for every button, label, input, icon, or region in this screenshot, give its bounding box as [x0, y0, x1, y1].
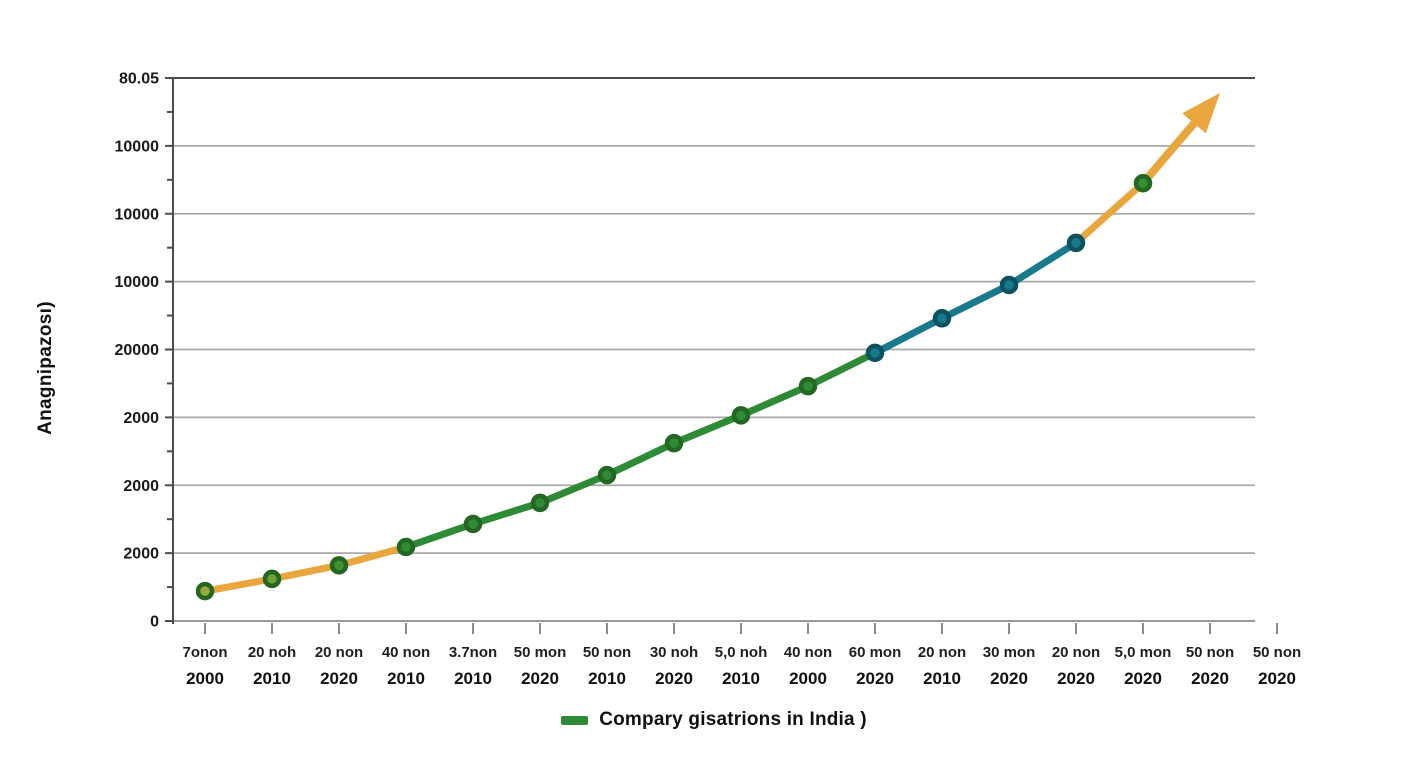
- x-tick-label: 20 noh: [248, 644, 296, 661]
- data-point-marker: [999, 275, 1019, 295]
- series-line-segment: [402, 349, 879, 551]
- x-tick-label: 5,0 noh: [715, 644, 768, 661]
- trend-arrow-head: [1182, 92, 1221, 134]
- x-tick-year-label: 2020: [655, 669, 693, 688]
- x-tick-label: 7onon: [183, 644, 228, 661]
- data-point-marker: [731, 406, 751, 425]
- series-line-segment: [871, 239, 1080, 357]
- x-tick-year-label: 2020: [1191, 669, 1229, 688]
- data-point-marker: [865, 343, 885, 363]
- x-tick-label: 30 noh: [650, 644, 698, 661]
- data-point-marker: [664, 433, 684, 453]
- x-tick-label: 40 non: [382, 644, 430, 661]
- x-tick-label: 20 non: [315, 644, 363, 661]
- legend-swatch-icon: [561, 715, 589, 725]
- x-tick-label: 30 mon: [983, 644, 1036, 661]
- x-tick-year-label: 2010: [923, 669, 961, 688]
- x-tick-label: 50 non: [1253, 644, 1301, 661]
- y-tick-label: 2000: [123, 478, 159, 495]
- data-point-marker: [597, 465, 617, 485]
- x-tick-label: 40 non: [784, 644, 832, 661]
- x-tick-label: 20 non: [1052, 644, 1100, 661]
- data-point-marker: [798, 376, 818, 396]
- data-point-marker: [1066, 233, 1086, 253]
- x-tick-label: 50 non: [1186, 644, 1234, 661]
- y-tick-label: 0: [150, 614, 159, 631]
- x-tick-label: 3.7non: [449, 644, 497, 661]
- data-point-marker: [530, 493, 550, 513]
- y-tick-label: 10000: [115, 274, 160, 291]
- x-tick-year-label: 2010: [722, 669, 760, 688]
- series-line-segment: [1072, 179, 1147, 247]
- y-tick-label: 2000: [123, 546, 159, 563]
- x-tick-year-label: 2010: [454, 669, 492, 688]
- x-tick-label: 20 non: [918, 644, 966, 661]
- data-point-marker: [463, 514, 483, 534]
- x-tick-year-label: 2020: [856, 669, 894, 688]
- x-tick-year-label: 2020: [990, 669, 1028, 688]
- y-tick-label: 80.05: [119, 71, 159, 88]
- x-tick-year-label: 2010: [588, 669, 626, 688]
- x-tick-year-label: 2020: [521, 669, 559, 688]
- trend-arrow-shaft: [1139, 108, 1208, 188]
- x-tick-year-label: 2020: [1124, 669, 1162, 688]
- x-tick-label: 50 non: [583, 644, 631, 661]
- x-tick-year-label: 2010: [253, 669, 291, 688]
- data-point-marker: [262, 569, 282, 589]
- series-line-segment: [201, 543, 410, 595]
- x-tick-label: 50 mon: [514, 644, 567, 661]
- x-tick-year-label: 2020: [320, 669, 358, 688]
- x-tick-year-label: 2010: [387, 669, 425, 688]
- data-point-marker: [195, 581, 215, 601]
- data-point-marker: [329, 556, 349, 575]
- x-tick-year-label: 2020: [1057, 669, 1095, 688]
- legend-label: Compary gisatrions in India ): [599, 709, 867, 730]
- data-point-marker: [1133, 173, 1153, 193]
- data-point-marker: [932, 309, 952, 328]
- y-tick-label: 2000: [123, 410, 159, 427]
- x-tick-year-label: 2000: [186, 669, 224, 688]
- legend: Compary gisatrions in India ): [173, 705, 1255, 735]
- x-tick-label: 5,0 mon: [1115, 644, 1172, 661]
- y-tick-label: 10000: [115, 138, 160, 155]
- y-tick-label: 20000: [115, 342, 160, 359]
- x-tick-label: 60 mon: [849, 644, 902, 661]
- y-tick-label: 10000: [115, 206, 160, 223]
- x-tick-year-label: 2020: [1258, 669, 1296, 688]
- x-tick-year-label: 2000: [789, 669, 827, 688]
- data-point-marker: [396, 537, 416, 557]
